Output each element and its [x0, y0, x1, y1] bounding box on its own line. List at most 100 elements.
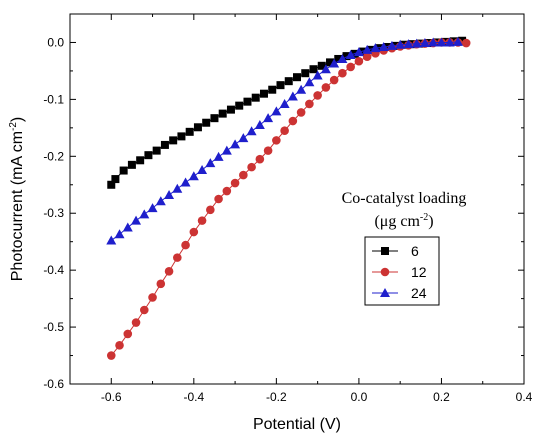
- data-point-6: [251, 93, 260, 102]
- data-point-24: [312, 70, 323, 80]
- data-point-12: [156, 279, 166, 289]
- data-point-12: [321, 83, 331, 92]
- data-point-24: [172, 183, 183, 193]
- data-point-24: [345, 49, 356, 59]
- y-axis-title-main: Photocurrent (mA cm: [9, 131, 26, 281]
- data-point-24: [337, 53, 348, 63]
- data-point-6: [259, 89, 268, 98]
- legend-item-24: 24: [372, 285, 427, 301]
- data-point-12: [329, 75, 339, 85]
- data-point-12: [115, 340, 124, 350]
- data-point-12: [222, 186, 232, 196]
- data-point-24: [378, 42, 389, 52]
- data-point-6: [226, 105, 235, 114]
- x-tick-label: -0.6: [101, 390, 122, 404]
- data-point-24: [131, 215, 142, 225]
- legend-label: 12: [411, 264, 427, 280]
- data-point-12: [346, 62, 355, 72]
- data-point-24: [386, 40, 397, 50]
- data-point-24: [403, 39, 414, 49]
- y-tick-label: -0.1: [43, 92, 64, 106]
- data-point-12: [173, 253, 182, 262]
- data-point-24: [197, 164, 208, 174]
- data-point-6: [210, 114, 219, 123]
- series-6: [107, 36, 467, 189]
- data-point-12: [106, 351, 116, 360]
- data-point-12: [247, 162, 256, 172]
- data-point-24: [147, 203, 158, 213]
- legend-items: 6 12 24: [372, 243, 427, 301]
- data-point-6: [301, 69, 310, 78]
- data-point-6: [111, 175, 120, 184]
- data-point-24: [419, 38, 430, 48]
- data-point-12: [288, 116, 298, 126]
- data-point-6: [243, 97, 252, 106]
- legend: Co-catalyst loading (μg cm-2) 6 12 24: [342, 190, 467, 306]
- data-point-24: [287, 91, 298, 101]
- y-axis-title-end: ): [9, 117, 26, 122]
- data-point-24: [205, 158, 216, 168]
- data-point-24: [304, 77, 315, 87]
- data-point-12: [123, 329, 133, 339]
- data-point-24: [428, 37, 439, 47]
- data-point-6: [276, 81, 285, 90]
- y-axis-title: Photocurrent (mA cm-2): [8, 117, 26, 282]
- data-point-6: [458, 36, 467, 45]
- data-point-6: [127, 160, 136, 169]
- data-point-24: [320, 64, 331, 74]
- y-tick-label: -0.2: [43, 149, 64, 163]
- data-point-24: [139, 209, 150, 219]
- data-point-6: [169, 136, 178, 145]
- legend-marker-24: [380, 288, 390, 297]
- data-point-6: [342, 52, 351, 61]
- legend-title-line2-end: ): [428, 213, 433, 230]
- data-point-6: [235, 101, 244, 110]
- data-point-24: [263, 113, 274, 123]
- legend-title-line2: (μg cm-2): [374, 212, 433, 230]
- data-point-6: [334, 54, 343, 63]
- legend-box: [364, 236, 440, 306]
- data-point-12: [189, 227, 199, 237]
- legend-marker-12: [380, 267, 390, 277]
- legend-title-line1: Co-catalyst loading: [342, 190, 467, 207]
- plot-frame: [69, 13, 525, 385]
- data-point-6: [144, 151, 153, 160]
- data-point-12: [131, 318, 141, 327]
- data-point-24: [246, 126, 257, 136]
- data-point-12: [354, 56, 364, 66]
- y-tick-label: -0.5: [43, 320, 64, 334]
- data-point-6: [284, 77, 293, 86]
- data-point-6: [177, 132, 186, 141]
- data-point-12: [164, 266, 174, 276]
- x-tick-label: 0.2: [433, 390, 450, 404]
- data-point-12: [272, 136, 281, 145]
- x-tick-label: -0.2: [266, 390, 287, 404]
- data-point-24: [452, 36, 463, 46]
- axis-ticks: -0.6 -0.4 -0.2 0.0 0.2 0.4 0.0 -0.1 -0.2 -0.3 -0.4…: [43, 13, 533, 404]
- data-point-6: [326, 58, 335, 67]
- y-tick-label: -0.6: [43, 377, 64, 391]
- data-point-24: [106, 235, 117, 245]
- data-point-6: [107, 180, 116, 189]
- data-point-6: [218, 109, 227, 118]
- y-tick-label: -0.4: [43, 263, 64, 277]
- data-point-6: [367, 45, 376, 54]
- legend-item-6: 6: [372, 243, 419, 259]
- x-axis-title: Potential (V): [253, 416, 341, 433]
- y-tick-label: -0.3: [43, 206, 64, 220]
- data-point-24: [114, 229, 125, 239]
- data-point-6: [309, 65, 318, 74]
- data-point-12: [280, 126, 289, 135]
- legend-label: 6: [411, 243, 419, 259]
- data-point-12: [338, 68, 347, 78]
- x-tick-label: 0.4: [516, 390, 533, 404]
- data-point-12: [181, 240, 190, 250]
- data-point-24: [155, 196, 166, 206]
- x-tick-label: 0.0: [351, 390, 368, 404]
- data-point-24: [221, 145, 232, 155]
- y-tick-label: 0.0: [47, 35, 64, 49]
- data-point-12: [461, 38, 471, 48]
- data-point-12: [296, 108, 306, 117]
- y-axis-title-sup: -2: [8, 122, 19, 131]
